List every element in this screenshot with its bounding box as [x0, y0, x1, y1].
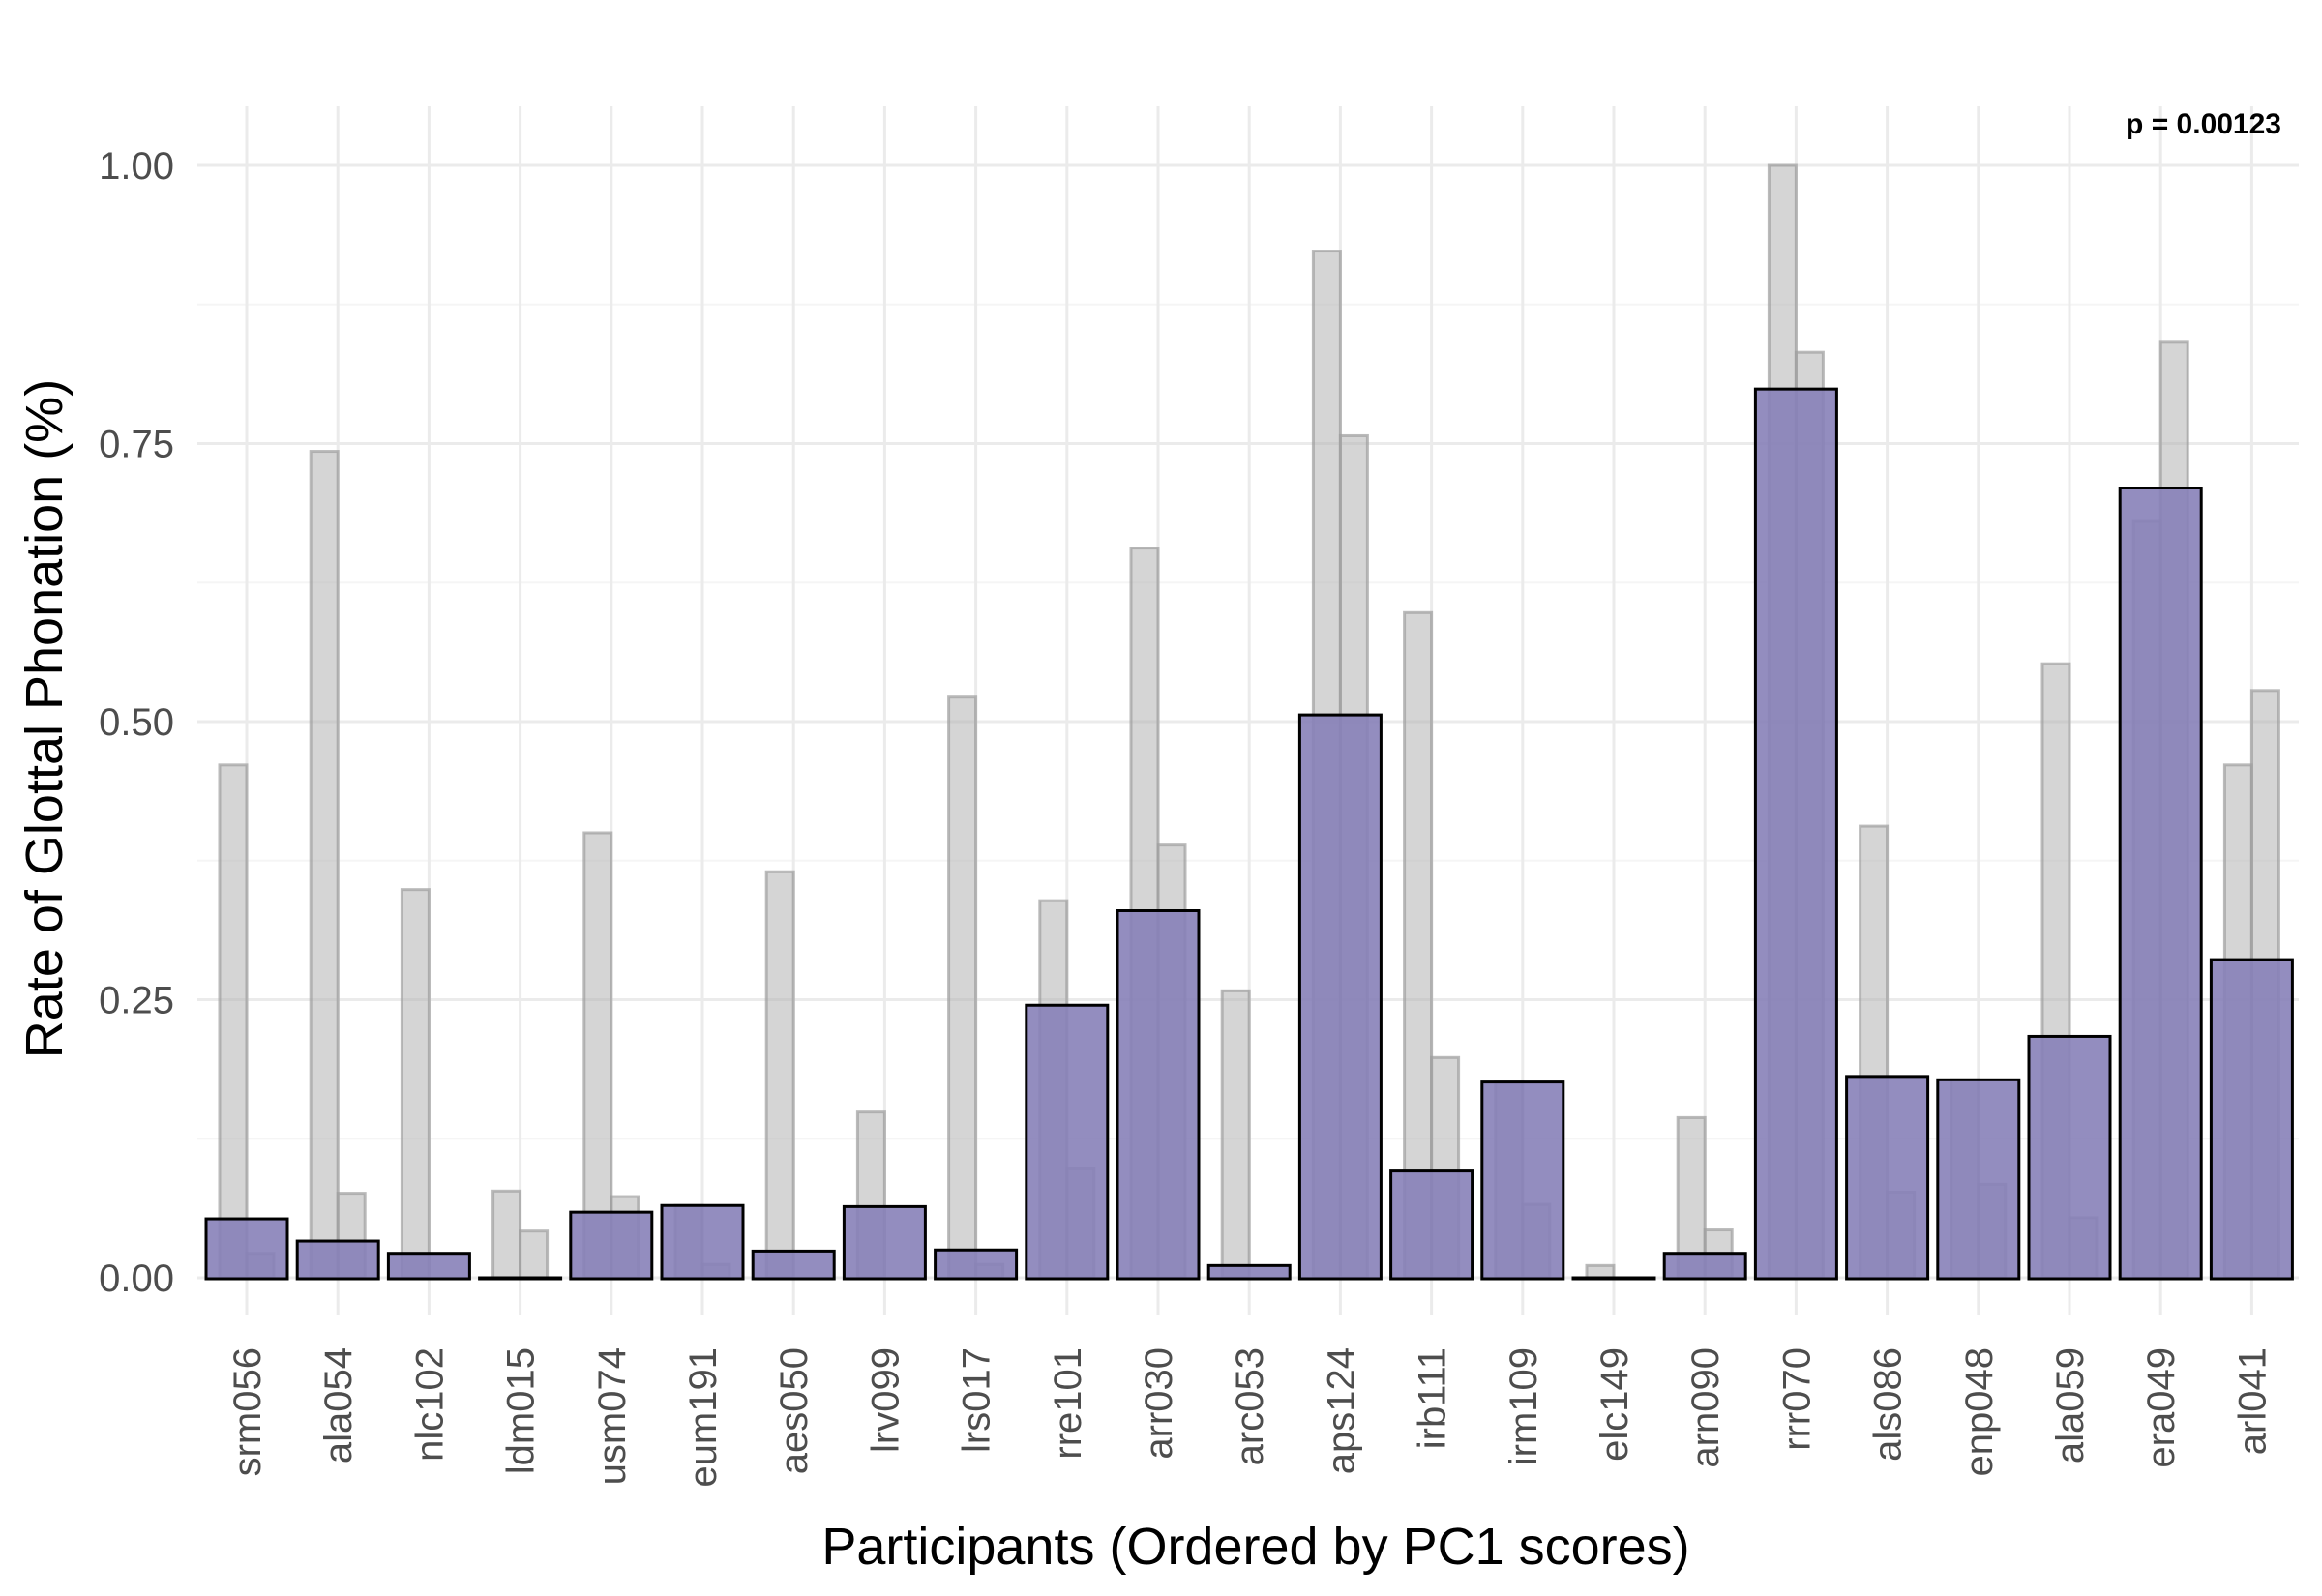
x-axis: srm056 ala054 nlc102 ldm015 usm074 eum191 aes0…: [226, 1347, 2274, 1488]
bar-arr030: [1116, 909, 1201, 1281]
background-bar-ldm015-1: [491, 1189, 522, 1280]
bar-enp048: [1936, 1078, 2021, 1281]
y-tick-label: 0.25: [99, 980, 174, 1022]
x-tick-label: irm109: [1503, 1347, 1545, 1465]
y-axis-title: Rate of Glottal Phonation (%): [15, 379, 74, 1058]
bar-arl041: [2209, 958, 2294, 1281]
x-tick-label: irb111: [1412, 1347, 1454, 1449]
y-tick-label: 0.75: [99, 424, 174, 466]
bar-lrs017: [934, 1248, 1019, 1281]
x-axis-title: Participants (Ordered by PC1 scores): [821, 1518, 1689, 1576]
background-bar-usm074-1: [582, 831, 613, 1280]
x-tick-label: arn090: [1684, 1347, 1727, 1468]
x-tick-label: arc053: [1229, 1347, 1271, 1465]
background-bar-irb111-1: [1403, 610, 1434, 1280]
x-tick-label: ala059: [2049, 1347, 2092, 1463]
x-tick-label: lrs017: [956, 1347, 998, 1453]
x-tick-label: als086: [1867, 1347, 1910, 1462]
x-tick-label: ldm015: [500, 1347, 543, 1474]
x-tick-label: rrr070: [1775, 1347, 1818, 1451]
bar-arn090: [1662, 1252, 1747, 1281]
x-tick-label: srm056: [226, 1347, 269, 1476]
x-tick-label: usm074: [591, 1347, 634, 1485]
x-tick-label: eum191: [682, 1347, 725, 1488]
p-value-annotation: p = 0.00123: [2126, 108, 2281, 140]
bar-irb111: [1389, 1169, 1474, 1281]
bar-eum191: [660, 1203, 745, 1281]
bar-als086: [1845, 1075, 1930, 1281]
background-bar-elc149-1: [1585, 1263, 1616, 1280]
x-tick-label: aps124: [1320, 1347, 1362, 1474]
background-bar-srm056-1: [218, 763, 249, 1280]
x-tick-label: aes050: [773, 1347, 816, 1474]
bar-usm074: [569, 1210, 654, 1281]
y-tick-label: 0.00: [99, 1257, 174, 1300]
background-bar-arn090-1: [1676, 1115, 1707, 1280]
background-bar-ldm015-2: [519, 1229, 550, 1280]
background-bar-nlc102-1: [400, 888, 431, 1280]
bar-rre101: [1025, 1003, 1110, 1281]
bar-era049: [2118, 487, 2203, 1281]
x-tick-label: enp048: [1958, 1347, 2001, 1476]
bar-lrv099: [842, 1204, 927, 1281]
bar-srm056: [204, 1217, 289, 1281]
bar-ala054: [295, 1239, 380, 1281]
main-bars: [204, 387, 2294, 1281]
bar-ala059: [2027, 1034, 2112, 1281]
x-tick-label: arr030: [1138, 1347, 1180, 1460]
x-tick-label: arl041: [2231, 1347, 2274, 1455]
x-tick-label: elc149: [1593, 1347, 1636, 1462]
background-bar-arc053-1: [1220, 989, 1251, 1280]
x-tick-label: nlc102: [408, 1347, 451, 1462]
background-bar-ala054-1: [309, 450, 340, 1280]
bar-aes050: [751, 1249, 836, 1281]
y-tick-label: 1.00: [99, 145, 174, 188]
bar-ldm015: [478, 1276, 563, 1281]
x-tick-label: lrv099: [864, 1347, 907, 1453]
background-bar-lrs017-1: [947, 695, 978, 1280]
bar-nlc102: [386, 1252, 471, 1281]
bar-elc149: [1571, 1276, 1656, 1281]
bar-irm109: [1480, 1080, 1565, 1281]
bar-arc053: [1206, 1263, 1292, 1281]
bar-aps124: [1297, 713, 1383, 1281]
x-tick-label: ala054: [317, 1347, 360, 1463]
y-axis: 0.00 0.25 0.50 0.75 1.00: [99, 145, 174, 1300]
x-tick-label: era049: [2140, 1347, 2183, 1468]
x-tick-label: rre101: [1047, 1347, 1089, 1460]
bar-rrr070: [1753, 387, 1838, 1281]
background-bar-aes050-1: [764, 870, 795, 1280]
y-tick-label: 0.50: [99, 701, 174, 744]
